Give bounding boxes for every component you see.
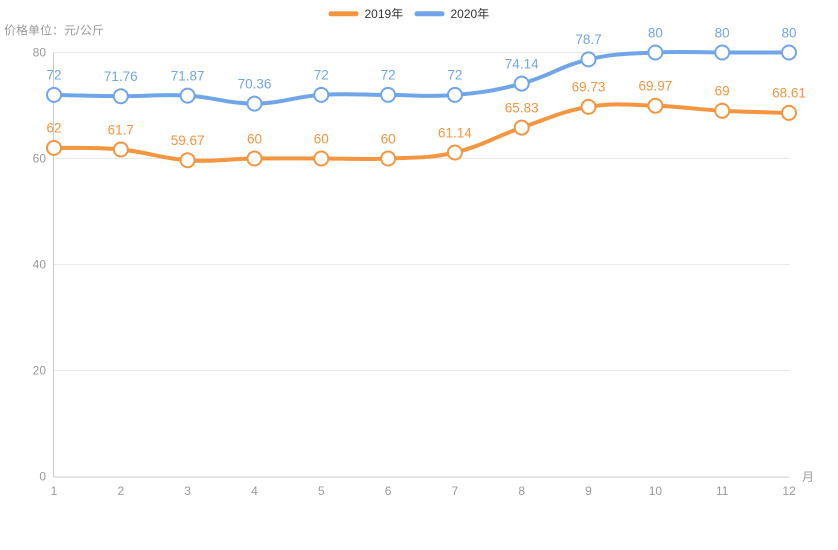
svg-text:6: 6 xyxy=(385,484,392,498)
svg-text:74.14: 74.14 xyxy=(505,56,539,71)
svg-text:/: / xyxy=(76,24,80,38)
svg-text:1: 1 xyxy=(51,484,58,498)
svg-text:62: 62 xyxy=(46,121,61,136)
svg-text:20: 20 xyxy=(33,364,47,378)
svg-text:60: 60 xyxy=(381,131,396,146)
svg-text:7: 7 xyxy=(452,484,459,498)
svg-text:65.83: 65.83 xyxy=(505,100,539,115)
svg-text:5: 5 xyxy=(318,484,325,498)
svg-text:2019: 2019 xyxy=(365,7,392,21)
svg-text:61.7: 61.7 xyxy=(108,122,134,137)
svg-text:60: 60 xyxy=(314,131,329,146)
svg-text:12: 12 xyxy=(782,484,796,498)
svg-text:70.36: 70.36 xyxy=(238,76,272,91)
svg-text:69.97: 69.97 xyxy=(639,79,673,94)
svg-text:4: 4 xyxy=(251,484,258,498)
svg-text:61.14: 61.14 xyxy=(438,125,472,140)
svg-text:72: 72 xyxy=(447,68,462,83)
svg-text:68.61: 68.61 xyxy=(772,86,806,101)
svg-text:71.76: 71.76 xyxy=(104,69,138,84)
svg-text:71.87: 71.87 xyxy=(171,68,205,83)
svg-text:2020: 2020 xyxy=(451,7,478,21)
svg-text:80: 80 xyxy=(715,25,730,40)
svg-text:69: 69 xyxy=(715,84,730,99)
svg-text:59.67: 59.67 xyxy=(171,133,205,148)
svg-text:72: 72 xyxy=(46,68,61,83)
svg-text:10: 10 xyxy=(649,484,663,498)
svg-text:80: 80 xyxy=(33,46,47,60)
svg-text:11: 11 xyxy=(716,484,729,498)
svg-text:72: 72 xyxy=(314,68,329,83)
svg-text:69.73: 69.73 xyxy=(572,80,606,95)
svg-text:2: 2 xyxy=(117,484,124,498)
svg-text:72: 72 xyxy=(381,68,396,83)
svg-text:60: 60 xyxy=(33,152,47,166)
svg-text:9: 9 xyxy=(585,484,592,498)
svg-text:78.7: 78.7 xyxy=(575,32,601,47)
svg-text:0: 0 xyxy=(39,470,46,484)
svg-text:60: 60 xyxy=(247,131,262,146)
svg-text:80: 80 xyxy=(648,25,663,40)
svg-text:8: 8 xyxy=(518,484,525,498)
svg-text:40: 40 xyxy=(33,258,47,272)
svg-text:80: 80 xyxy=(781,25,796,40)
svg-text:3: 3 xyxy=(184,484,191,498)
